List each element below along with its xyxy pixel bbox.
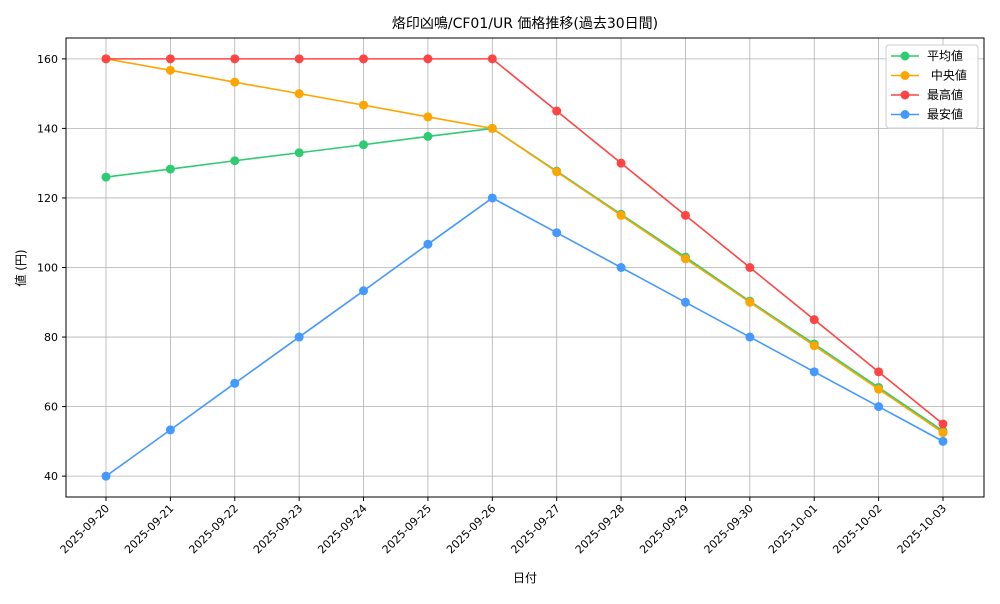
data-point [230, 378, 240, 388]
data-point [165, 164, 175, 174]
legend-item: 中央値 [891, 68, 967, 83]
data-point [359, 100, 369, 110]
data-point [552, 228, 562, 238]
x-tick-label: 2025-09-27 [508, 502, 562, 556]
series-line [106, 58, 944, 425]
x-tick-label: 2025-10-01 [766, 502, 820, 556]
data-point [745, 297, 755, 307]
x-tick-label: 2025-09-22 [186, 502, 240, 556]
data-point [487, 54, 497, 64]
grid [66, 38, 984, 497]
data-point [680, 210, 690, 220]
legend-item: 最安値 [891, 107, 963, 122]
y-tick-label: 100 [37, 262, 58, 275]
data-point [294, 89, 304, 99]
data-point [616, 263, 626, 272]
data-point [294, 332, 304, 342]
data-point [809, 341, 819, 351]
legend-item: 平均値 [891, 48, 963, 63]
data-point [294, 54, 304, 64]
y-tick-label: 60 [44, 401, 58, 414]
x-tick-label: 2025-09-30 [702, 502, 756, 556]
x-tick-label: 2025-09-29 [637, 502, 691, 556]
series-line [105, 58, 944, 434]
data-point [101, 172, 111, 182]
data-point [745, 332, 755, 342]
data-point [359, 140, 369, 150]
data-point [165, 425, 175, 435]
series-lines [101, 54, 948, 481]
data-point [680, 254, 690, 264]
x-tick-label: 2025-09-28 [573, 502, 627, 556]
data-point [938, 436, 948, 446]
data-point [230, 156, 240, 166]
x-tick-label: 2025-09-25 [380, 502, 434, 556]
legend-item: 最高値 [891, 87, 963, 102]
legend-label: 最安値 [927, 107, 963, 122]
data-point [423, 131, 433, 141]
x-tick-label: 2025-09-24 [315, 502, 369, 556]
data-point [874, 402, 884, 412]
data-point [101, 471, 111, 481]
y-tick-label: 40 [44, 470, 58, 483]
data-point [359, 54, 369, 64]
data-point [230, 77, 240, 87]
x-tick-label: 2025-10-02 [830, 502, 884, 556]
data-point [616, 210, 626, 220]
data-point [680, 297, 690, 307]
x-axis-label: 日付 [513, 571, 537, 585]
data-point [101, 54, 111, 64]
data-point [359, 286, 369, 296]
x-tick-label: 2025-10-03 [895, 502, 949, 556]
x-axis: 2025-09-20 2025-09-21 2025-09-22 2025-09-23… [58, 497, 949, 556]
data-point [165, 54, 175, 64]
legend-label: 最高値 [927, 87, 963, 102]
data-point [938, 419, 948, 429]
x-tick-label: 2025-09-20 [58, 502, 112, 556]
data-point [874, 367, 884, 377]
x-tick-label: 2025-09-23 [251, 502, 305, 556]
data-point [423, 112, 433, 122]
data-point [874, 384, 884, 394]
data-point [745, 263, 755, 272]
x-tick-label: 2025-09-21 [122, 502, 176, 556]
data-point [552, 106, 562, 116]
legend-marker [900, 110, 910, 119]
series-2 [101, 54, 948, 438]
y-axis-label: 値 (円) [13, 249, 28, 286]
data-point [938, 428, 948, 438]
data-point [809, 315, 819, 325]
data-point [616, 158, 626, 168]
y-axis: 40 60 80 100 120 140 160 [37, 53, 66, 483]
data-point [552, 167, 562, 177]
data-point [165, 65, 175, 75]
legend-label: 平均値 [927, 48, 963, 63]
legend-box [885, 44, 979, 129]
x-tick-label: 2025-09-26 [444, 502, 498, 556]
series-line [105, 197, 944, 477]
series-4 [101, 193, 948, 481]
legend-marker [900, 51, 910, 61]
data-point [294, 148, 304, 158]
chart-title: 烙印凶鳴/CF01/UR 価格推移(過去30日間) [392, 16, 658, 32]
legend-marker [900, 71, 910, 80]
data-point [423, 54, 433, 64]
y-tick-label: 160 [37, 53, 58, 66]
legend-label: 中央値 [927, 68, 967, 83]
data-point [809, 367, 819, 377]
data-point [230, 54, 240, 64]
series-3 [101, 54, 948, 429]
data-point [423, 239, 433, 249]
data-point [487, 123, 497, 133]
data-point [487, 193, 497, 203]
y-tick-label: 80 [44, 331, 58, 344]
y-tick-label: 140 [37, 122, 58, 135]
y-tick-label: 120 [37, 192, 58, 205]
legend-marker [900, 90, 910, 100]
